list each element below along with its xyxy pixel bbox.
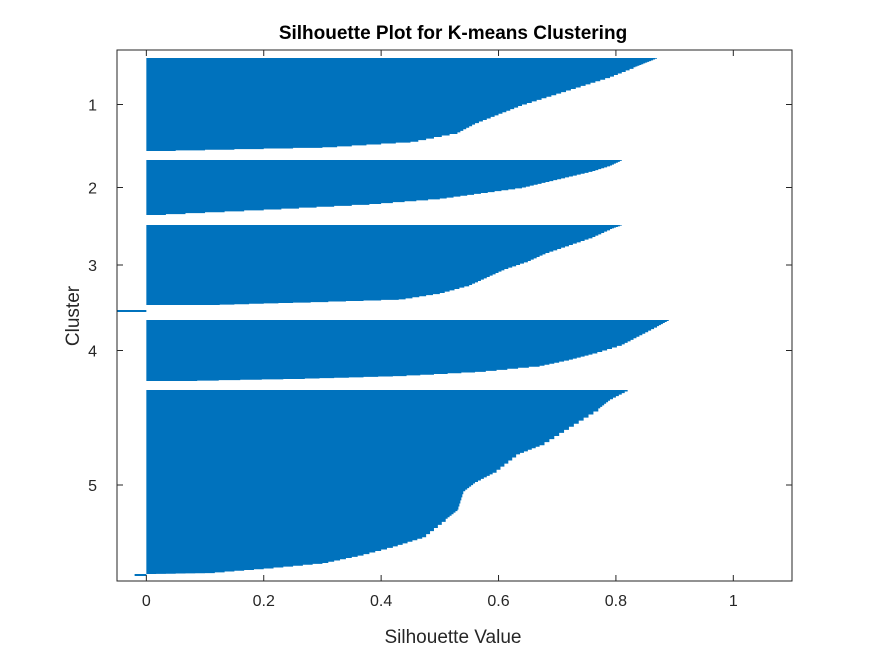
negative-silhouette-bar-4 <box>117 310 147 312</box>
y-axis-title: Cluster <box>63 285 84 346</box>
x-axis-title: Silhouette Value <box>385 627 522 648</box>
silhouette-cluster-1 <box>146 58 657 151</box>
y-tick-label: 3 <box>88 258 97 275</box>
silhouette-cluster-4 <box>146 320 669 381</box>
chart-title: Silhouette Plot for K-means Clustering <box>279 23 627 44</box>
x-tick-label: 0.8 <box>605 593 627 610</box>
negative-silhouette-bar-5 <box>134 574 147 576</box>
x-tick-label: 0.2 <box>253 593 275 610</box>
silhouette-cluster-5 <box>146 390 628 574</box>
y-tick-label: 2 <box>88 181 97 198</box>
x-tick-label: 0.6 <box>487 593 509 610</box>
y-tick-label: 1 <box>88 98 97 115</box>
x-tick-label: 0.4 <box>370 593 392 610</box>
plot-area <box>117 58 669 576</box>
x-tick-label: 1 <box>729 593 738 610</box>
y-tick-label: 4 <box>88 344 97 361</box>
axes: 0 0.2 0.4 0.6 0.8 1 1 2 3 4 5 <box>88 49 793 610</box>
axes-box <box>116 49 793 582</box>
silhouette-cluster-3 <box>146 225 622 305</box>
x-tick-label: 0 <box>142 593 151 610</box>
silhouette-cluster-2 <box>146 160 622 215</box>
y-tick-label: 5 <box>88 478 97 495</box>
